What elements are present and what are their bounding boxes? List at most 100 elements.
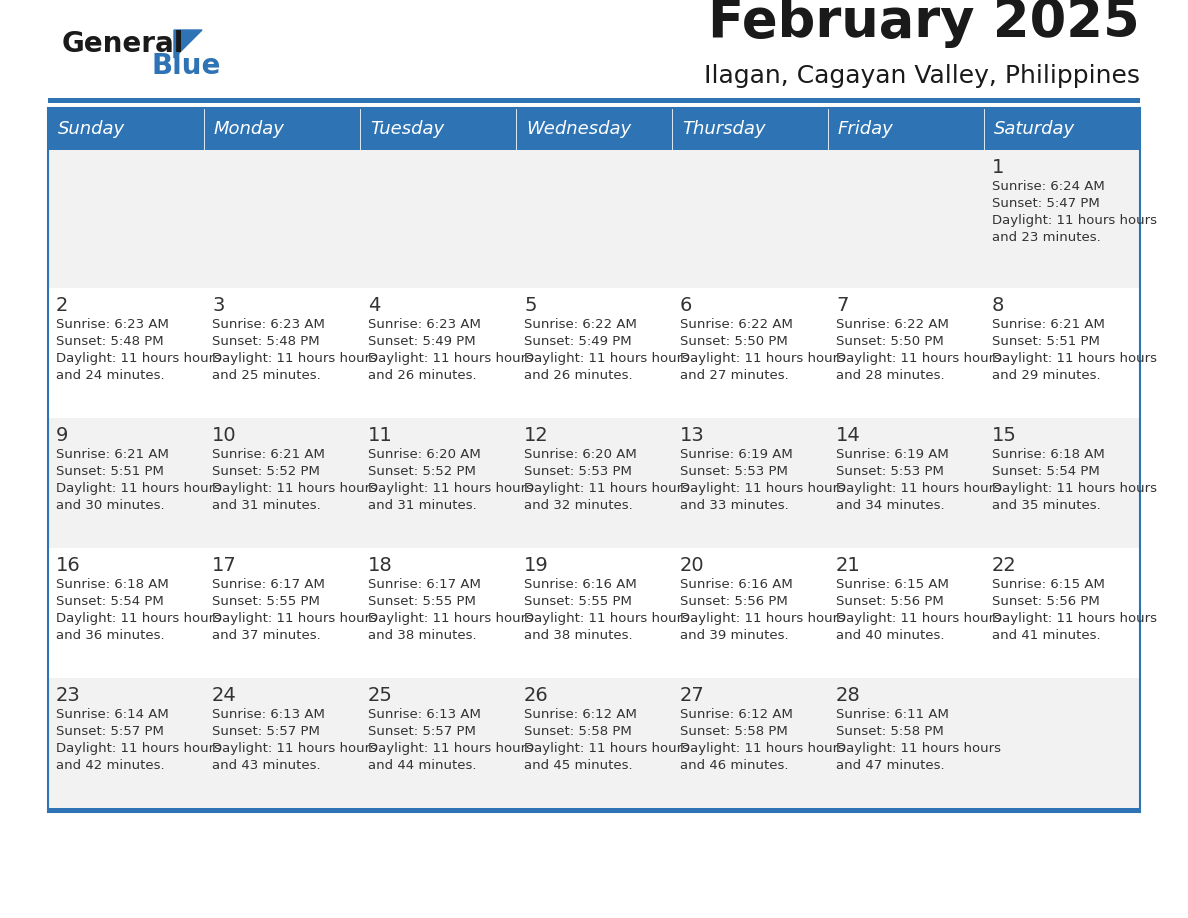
Text: Daylight: 11 hours hours: Daylight: 11 hours hours [524,742,689,755]
Text: and 44 minutes.: and 44 minutes. [368,759,476,772]
Text: Daylight: 11 hours hours: Daylight: 11 hours hours [992,482,1157,495]
Text: and 26 minutes.: and 26 minutes. [524,369,633,382]
Bar [204,108,360,150]
Text: Sunrise: 6:18 AM: Sunrise: 6:18 AM [992,448,1105,461]
Text: 20: 20 [680,556,704,575]
Text: Sunset: 5:47 PM: Sunset: 5:47 PM [992,197,1100,210]
Text: Sunrise: 6:22 AM: Sunrise: 6:22 AM [680,318,792,331]
Text: and 30 minutes.: and 30 minutes. [56,499,165,512]
Text: 1: 1 [992,158,1004,177]
Text: Daylight: 11 hours hours: Daylight: 11 hours hours [56,612,221,625]
Text: Daylight: 11 hours hours: Daylight: 11 hours hours [368,612,533,625]
Text: 24: 24 [211,686,236,705]
Text: Sunset: 5:56 PM: Sunset: 5:56 PM [992,595,1100,608]
Bar [48,808,1140,812]
Text: 11: 11 [368,426,393,445]
Text: and 45 minutes.: and 45 minutes. [524,759,633,772]
Text: Sunset: 5:53 PM: Sunset: 5:53 PM [836,465,944,478]
Text: Sunrise: 6:18 AM: Sunrise: 6:18 AM [56,578,169,591]
Text: Daylight: 11 hours hours: Daylight: 11 hours hours [368,742,533,755]
Bar [672,418,828,548]
Text: and 46 minutes.: and 46 minutes. [680,759,789,772]
Text: Sunrise: 6:19 AM: Sunrise: 6:19 AM [836,448,949,461]
Text: Sunset: 5:55 PM: Sunset: 5:55 PM [524,595,632,608]
Text: Daylight: 11 hours hours: Daylight: 11 hours hours [680,612,845,625]
Bar [48,98,1140,103]
Bar [360,418,516,548]
Text: Sunset: 5:50 PM: Sunset: 5:50 PM [680,335,788,348]
Text: and 39 minutes.: and 39 minutes. [680,629,789,642]
Text: Daylight: 11 hours hours: Daylight: 11 hours hours [368,352,533,365]
Text: Sunset: 5:49 PM: Sunset: 5:49 PM [368,335,475,348]
Text: Sunrise: 6:23 AM: Sunrise: 6:23 AM [56,318,169,331]
Text: and 28 minutes.: and 28 minutes. [836,369,944,382]
Text: Daylight: 11 hours hours: Daylight: 11 hours hours [680,482,845,495]
Text: Daylight: 11 hours hours: Daylight: 11 hours hours [211,482,377,495]
Text: and 38 minutes.: and 38 minutes. [524,629,633,642]
Text: Sunset: 5:58 PM: Sunset: 5:58 PM [524,725,632,738]
Bar [360,678,516,808]
Text: Daylight: 11 hours hours: Daylight: 11 hours hours [211,352,377,365]
Text: Sunset: 5:55 PM: Sunset: 5:55 PM [368,595,476,608]
Bar [48,678,1140,682]
Text: Daylight: 11 hours hours: Daylight: 11 hours hours [56,742,221,755]
Text: 8: 8 [992,296,1004,315]
Bar [204,150,360,288]
Text: and 34 minutes.: and 34 minutes. [836,499,944,512]
Text: Sunrise: 6:17 AM: Sunrise: 6:17 AM [211,578,324,591]
Text: Daylight: 11 hours hours: Daylight: 11 hours hours [680,352,845,365]
Bar [48,150,204,288]
Text: and 24 minutes.: and 24 minutes. [56,369,165,382]
Text: Sunset: 5:58 PM: Sunset: 5:58 PM [836,725,943,738]
Bar [516,548,672,678]
Bar [984,678,1140,808]
Text: Daylight: 11 hours hours: Daylight: 11 hours hours [836,482,1001,495]
Text: and 35 minutes.: and 35 minutes. [992,499,1101,512]
Text: Sunrise: 6:23 AM: Sunrise: 6:23 AM [368,318,481,331]
Text: 3: 3 [211,296,225,315]
Text: Sunrise: 6:21 AM: Sunrise: 6:21 AM [211,448,324,461]
Text: Sunrise: 6:20 AM: Sunrise: 6:20 AM [368,448,481,461]
Text: Sunrise: 6:15 AM: Sunrise: 6:15 AM [992,578,1105,591]
Text: Daylight: 11 hours hours: Daylight: 11 hours hours [524,612,689,625]
Bar [48,548,204,678]
Text: Sunset: 5:57 PM: Sunset: 5:57 PM [368,725,476,738]
Bar [672,108,828,150]
Text: 10: 10 [211,426,236,445]
Text: Sunrise: 6:16 AM: Sunrise: 6:16 AM [680,578,792,591]
Text: Sunrise: 6:24 AM: Sunrise: 6:24 AM [992,180,1105,193]
Text: Daylight: 11 hours hours: Daylight: 11 hours hours [211,612,377,625]
Bar [984,548,1140,678]
Text: 6: 6 [680,296,693,315]
Text: Sunday: Sunday [58,120,125,138]
Text: Sunrise: 6:23 AM: Sunrise: 6:23 AM [211,318,324,331]
Text: Blue: Blue [152,52,221,80]
Text: Sunset: 5:55 PM: Sunset: 5:55 PM [211,595,320,608]
Text: 2: 2 [56,296,69,315]
Text: 26: 26 [524,686,549,705]
Text: 18: 18 [368,556,393,575]
Text: 22: 22 [992,556,1017,575]
Bar [984,418,1140,548]
Text: 17: 17 [211,556,236,575]
Bar [204,288,360,418]
Text: Sunset: 5:58 PM: Sunset: 5:58 PM [680,725,788,738]
Bar [48,288,1140,292]
Text: Sunrise: 6:22 AM: Sunrise: 6:22 AM [836,318,949,331]
Text: and 43 minutes.: and 43 minutes. [211,759,321,772]
Text: Wednesday: Wednesday [526,120,631,138]
Text: Sunrise: 6:19 AM: Sunrise: 6:19 AM [680,448,792,461]
Bar [48,288,204,418]
Text: Daylight: 11 hours hours: Daylight: 11 hours hours [56,482,221,495]
Text: 13: 13 [680,426,704,445]
Bar [984,108,1140,150]
Text: Sunset: 5:56 PM: Sunset: 5:56 PM [836,595,943,608]
Text: 23: 23 [56,686,81,705]
Bar [516,150,672,288]
Text: Monday: Monday [214,120,285,138]
Text: Sunrise: 6:12 AM: Sunrise: 6:12 AM [524,708,637,721]
Bar [828,418,984,548]
Bar [828,678,984,808]
Text: Daylight: 11 hours hours: Daylight: 11 hours hours [680,742,845,755]
Text: Sunrise: 6:20 AM: Sunrise: 6:20 AM [524,448,637,461]
